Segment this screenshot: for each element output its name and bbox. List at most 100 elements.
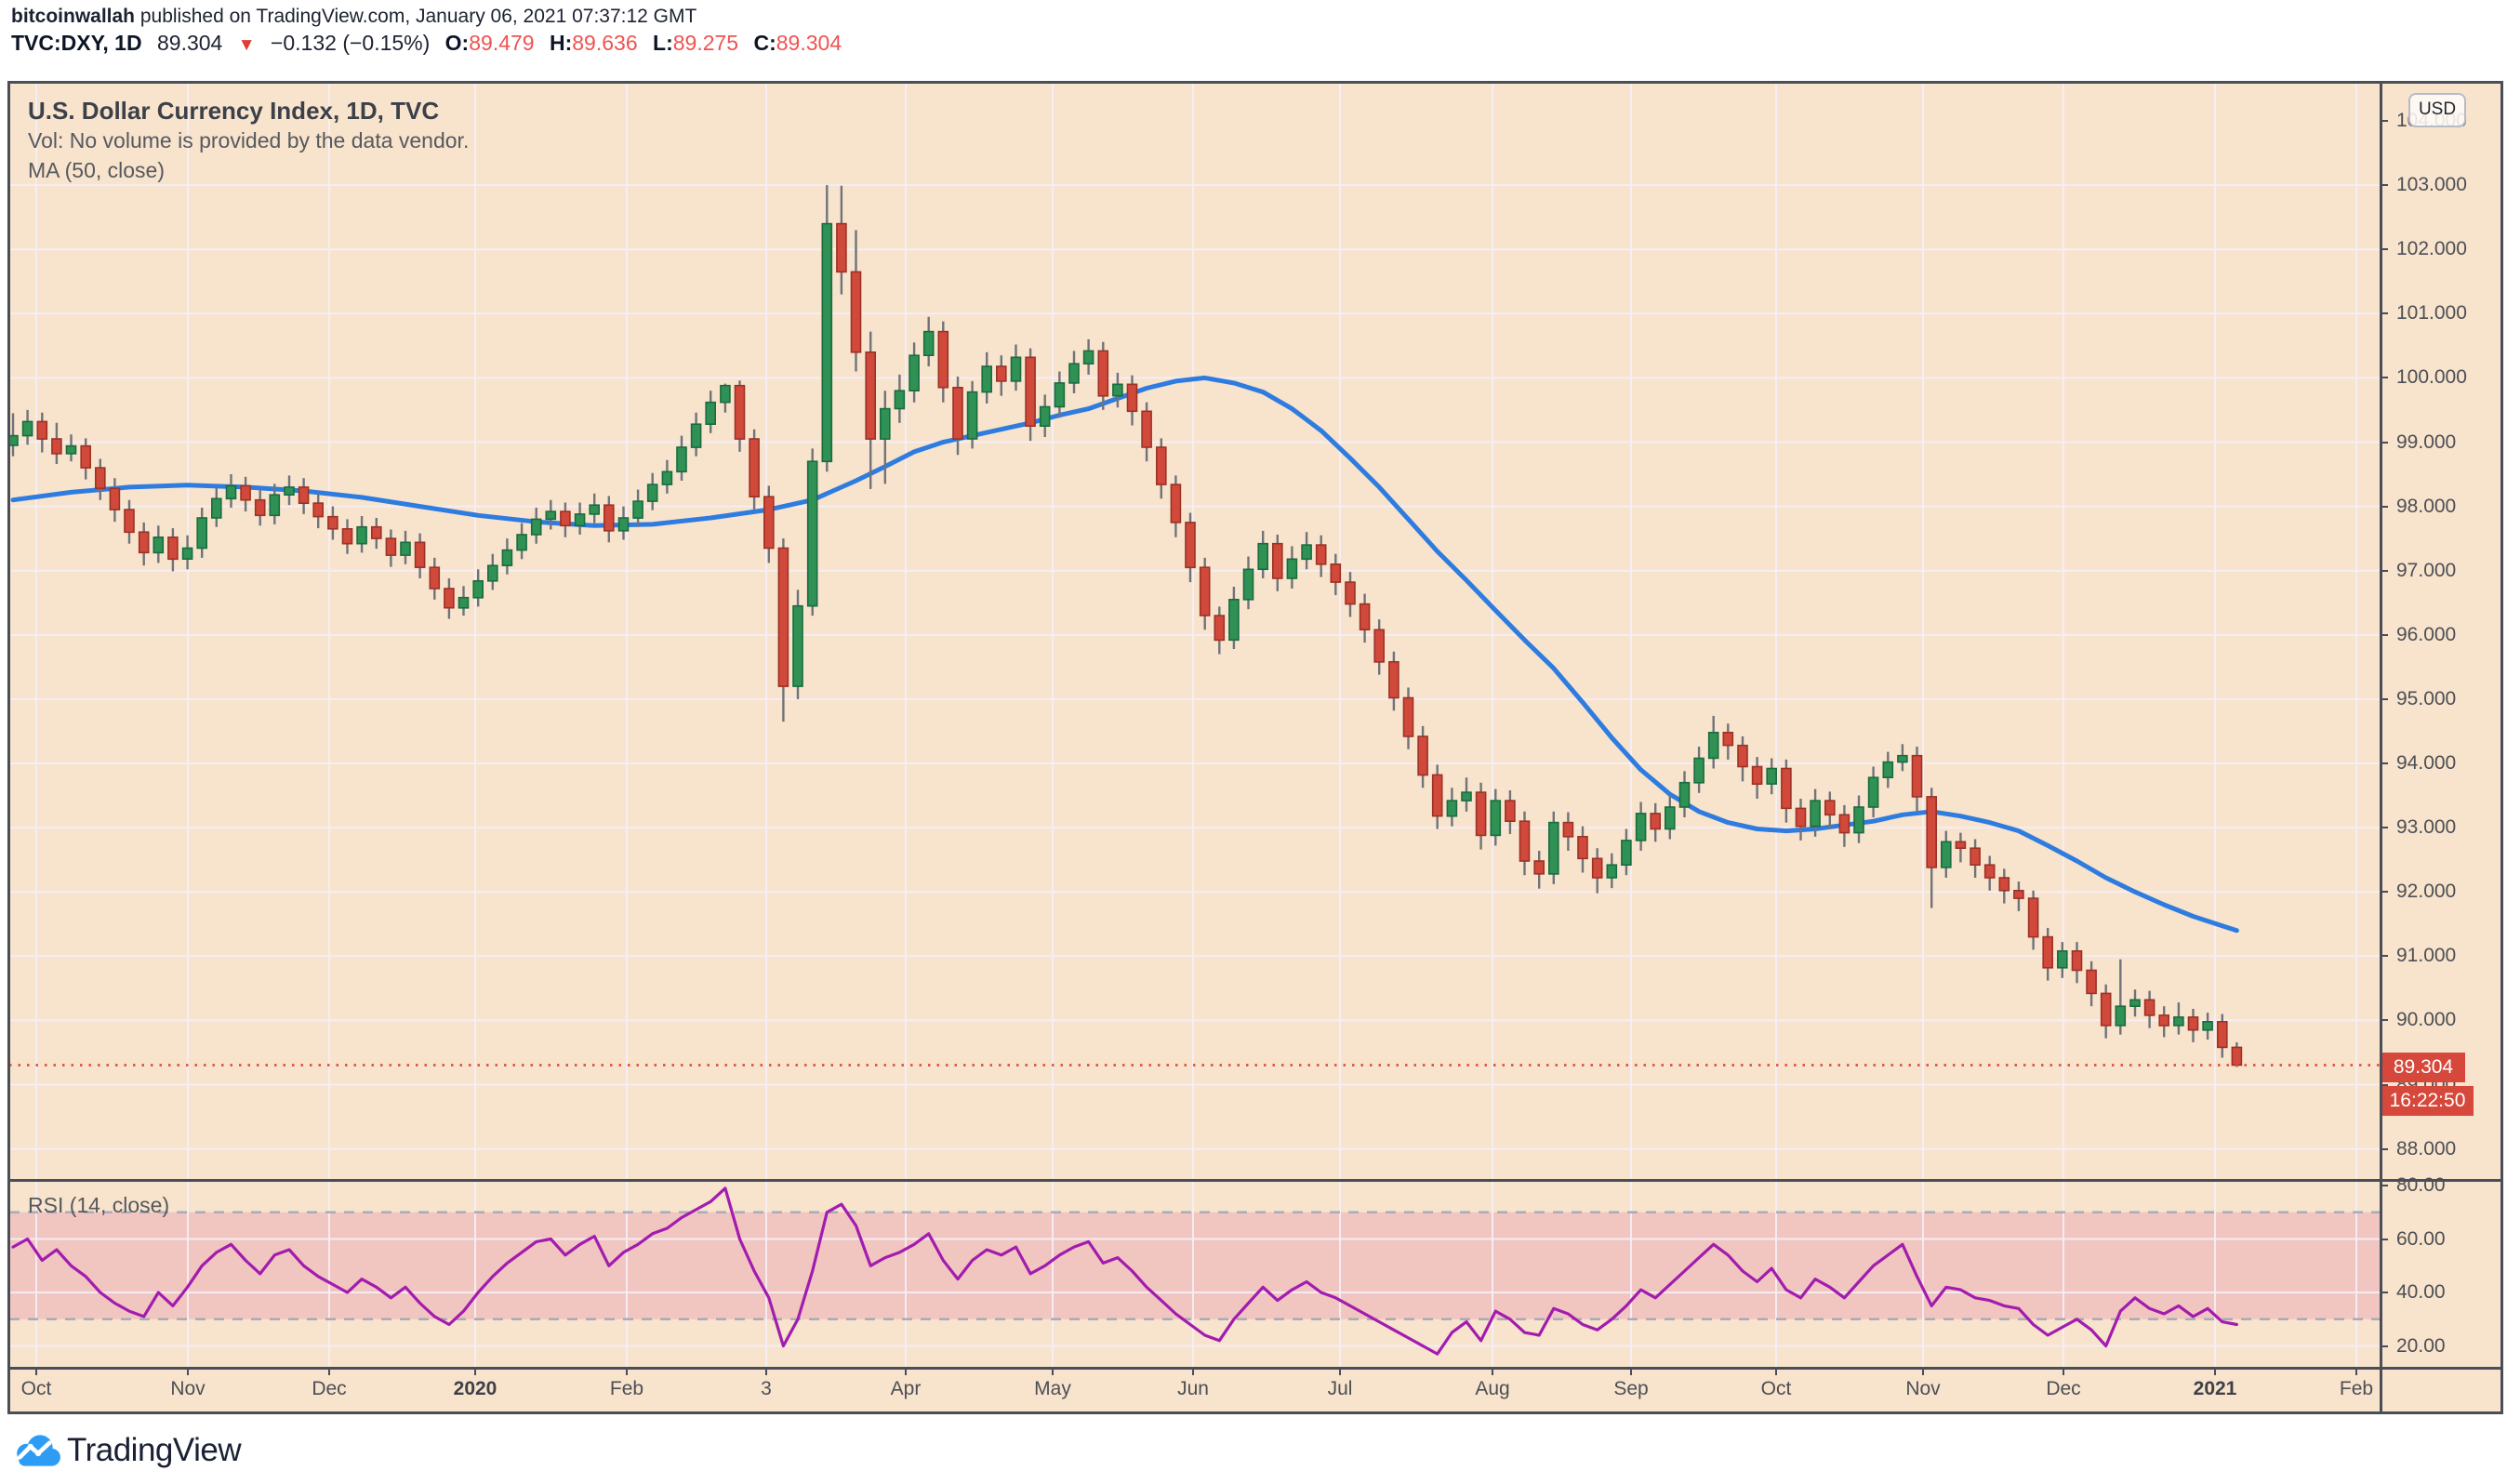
- price-axis-tick: [2380, 570, 2388, 572]
- candle-body: [1882, 761, 1894, 778]
- time-axis-tick: [474, 1367, 476, 1375]
- candle-body: [1025, 356, 1036, 427]
- candle-body: [2086, 969, 2097, 995]
- candle-body: [400, 541, 411, 556]
- time-axis-label: Nov: [1905, 1378, 1941, 1399]
- price-axis-tick: [2380, 634, 2388, 636]
- symbol-name: TVC:DXY, 1D: [11, 31, 142, 55]
- candle-body: [240, 484, 251, 501]
- time-axis-label: Nov: [170, 1378, 206, 1399]
- price-axis-label: 100.000: [2396, 366, 2467, 388]
- candle-body: [269, 494, 281, 517]
- candle-body: [1068, 363, 1080, 384]
- price-axis-label: 93.000: [2396, 816, 2457, 838]
- tradingview-brand-text[interactable]: TradingView: [67, 1432, 242, 1468]
- candle-body: [2042, 935, 2053, 969]
- price-axis-label: 94.000: [2396, 752, 2457, 774]
- symbol-ohlc-bar: TVC:DXY, 1D 89.304 ▼ −0.132 (−0.15%) O:8…: [11, 31, 842, 56]
- price-axis-label: 97.000: [2396, 560, 2457, 581]
- candle-body: [1853, 806, 1864, 834]
- candle-body: [1751, 765, 1763, 786]
- candle-body: [720, 384, 731, 404]
- candle-body: [2057, 949, 2068, 969]
- rsi-axis-label: 40.00: [2396, 1281, 2446, 1303]
- candle-body: [1998, 877, 2010, 892]
- time-axis-tick: [187, 1367, 189, 1375]
- candle-body: [254, 498, 266, 517]
- candle-body: [2173, 1016, 2184, 1027]
- candle-body: [981, 365, 992, 393]
- candle-body: [429, 566, 441, 590]
- axis-separator[interactable]: [2380, 81, 2382, 1414]
- candle-body: [2115, 1005, 2127, 1027]
- candle-body: [472, 579, 484, 599]
- candle-body: [2100, 992, 2112, 1027]
- candle-body: [1577, 835, 1588, 860]
- candle-body: [763, 496, 775, 550]
- close-value: 89.304: [776, 31, 842, 55]
- frame-top-border: [7, 81, 2503, 84]
- candle-body: [516, 534, 527, 551]
- price-axis[interactable]: [2380, 81, 2503, 1414]
- candle-body: [996, 365, 1007, 382]
- time-axis-label: Jun: [1177, 1378, 1209, 1399]
- candle-body: [1272, 542, 1283, 579]
- frame-right-border: [2500, 81, 2503, 1414]
- currency-badge[interactable]: USD: [2408, 93, 2466, 127]
- candle-body: [1678, 781, 1691, 808]
- candle-body: [21, 420, 33, 437]
- tradingview-logo-link[interactable]: [12, 1433, 62, 1470]
- candle-body: [661, 470, 673, 485]
- candle-body: [646, 484, 658, 502]
- time-axis-tick: [765, 1367, 767, 1375]
- time-axis-label: Dec: [312, 1378, 347, 1399]
- candle-body: [705, 401, 717, 426]
- rsi-axis-label: 20.00: [2396, 1335, 2446, 1357]
- price-axis-tick: [2380, 1019, 2388, 1021]
- candle-body: [1373, 629, 1385, 663]
- candle-body: [1228, 598, 1240, 642]
- candle-body: [676, 446, 687, 473]
- candle-body: [690, 423, 702, 448]
- candle-body: [1199, 566, 1211, 616]
- time-axis[interactable]: [7, 1367, 2503, 1414]
- price-axis-label: 101.000: [2396, 302, 2467, 324]
- ma-legend[interactable]: MA (50, close): [28, 158, 165, 182]
- volume-legend[interactable]: Vol: No volume is provided by the data v…: [28, 128, 470, 152]
- time-axis-label: 2020: [453, 1378, 497, 1399]
- candle-body: [2231, 1046, 2243, 1067]
- candle-body: [850, 271, 862, 353]
- candle-body: [777, 547, 789, 687]
- rsi-axis-tick: [2380, 1292, 2388, 1293]
- candle-body: [1621, 840, 1632, 867]
- price-axis-tick: [2380, 827, 2388, 828]
- price-pane[interactable]: [9, 82, 2380, 1179]
- candle-body: [356, 525, 367, 545]
- time-axis-tick: [1922, 1367, 1924, 1375]
- candle-body: [1548, 821, 1559, 875]
- pane-separator[interactable]: [7, 1179, 2503, 1182]
- low-label: L:: [653, 31, 673, 55]
- candle-body: [966, 391, 978, 440]
- candle-body: [2027, 897, 2039, 938]
- candle-body: [211, 497, 222, 519]
- rsi-axis-label: 80.00: [2396, 1174, 2446, 1196]
- candle-body: [1010, 356, 1022, 382]
- candle-body: [414, 541, 426, 568]
- candle-body: [560, 510, 571, 527]
- chart-legend-title[interactable]: U.S. Dollar Currency Index, 1D, TVC: [28, 97, 440, 125]
- price-axis-tick: [2380, 955, 2388, 957]
- price-axis-label: 102.000: [2396, 238, 2467, 259]
- rsi-pane[interactable]: [9, 1182, 2380, 1367]
- candle-body: [1330, 563, 1342, 583]
- candle-body: [1955, 841, 1967, 849]
- candle-body: [806, 460, 818, 607]
- candle-body: [1242, 568, 1254, 601]
- rsi-legend[interactable]: RSI (14, close): [28, 1193, 170, 1217]
- candle-body: [1970, 847, 1981, 867]
- candle-body: [1591, 857, 1603, 879]
- candle-body: [1650, 813, 1661, 830]
- candle-body: [865, 351, 877, 440]
- candle-body: [1257, 542, 1268, 571]
- time-axis-tick: [1492, 1367, 1493, 1375]
